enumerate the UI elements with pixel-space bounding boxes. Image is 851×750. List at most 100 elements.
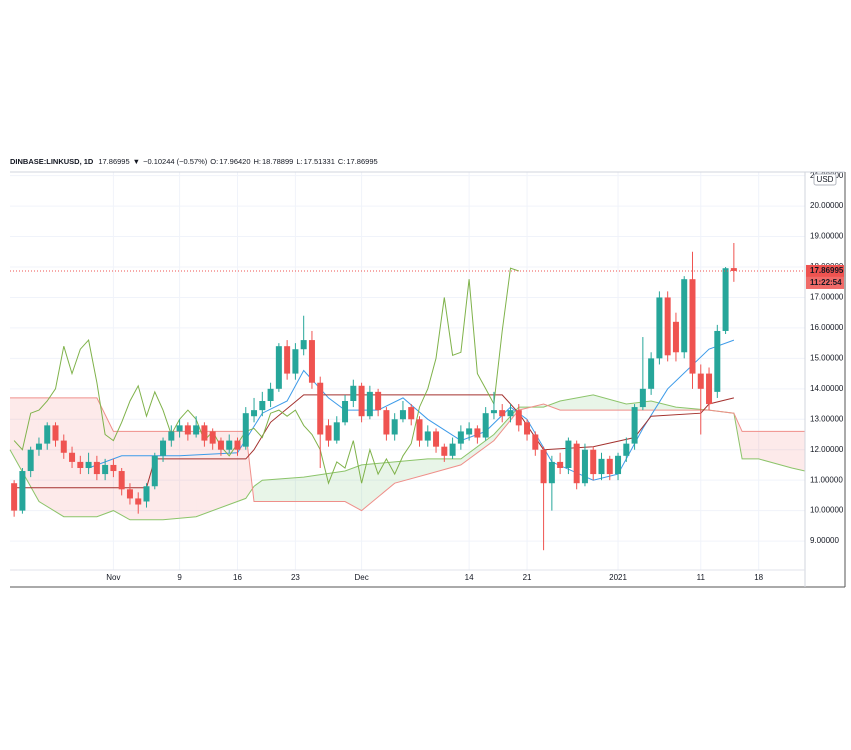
candle-body — [160, 440, 167, 456]
candle-body — [226, 440, 233, 450]
candle-body — [11, 483, 18, 511]
ohlc-label: O: — [210, 157, 218, 166]
symbol: DINBASE:LINKUSD, 1D — [10, 157, 94, 166]
cloud-fill — [651, 400, 676, 411]
candle-body — [284, 346, 291, 374]
candle-body — [515, 410, 522, 426]
cloud-fill — [791, 431, 805, 472]
cloud-fill — [460, 434, 494, 465]
axes: 9.00000 10.00000 11.00000 12.00000 13.00000 1… — [10, 171, 844, 582]
x-tick-label: 18 — [754, 573, 763, 582]
change: −0.10244 (−0.57%) — [143, 157, 208, 166]
candle-body — [524, 422, 531, 435]
candle-body — [184, 425, 191, 435]
candle-body — [135, 498, 142, 505]
candle-body — [441, 446, 448, 456]
candle-body — [490, 410, 497, 414]
candle-body — [52, 425, 59, 441]
last-price: 17.86995 — [98, 157, 129, 166]
candle-body — [565, 440, 572, 468]
candle-body — [325, 425, 332, 441]
cloud-fill — [345, 464, 362, 511]
candle-body — [399, 410, 406, 420]
candle-body — [449, 443, 456, 456]
candle-body — [656, 297, 663, 359]
cloud-fill — [38, 397, 64, 517]
x-tick-label: 9 — [177, 573, 182, 582]
candle-body — [623, 443, 630, 456]
candle-body — [689, 279, 696, 374]
cloud-fill — [758, 431, 792, 468]
candle-body — [706, 373, 713, 405]
candle-body — [366, 391, 373, 417]
y-tick-label: 19.00000 — [810, 232, 844, 241]
candle-body — [590, 449, 597, 475]
last-price-badge — [806, 264, 844, 277]
cloud-fill — [10, 397, 39, 502]
cloud-fill — [163, 431, 197, 520]
y-tick-label: 9.00000 — [810, 536, 839, 545]
ohlc-value: 18.78899 — [262, 157, 293, 166]
candle-body — [697, 373, 704, 389]
candle-body — [176, 425, 183, 432]
candle-body — [557, 461, 564, 468]
x-tick-label: Dec — [354, 573, 368, 582]
candle-body — [482, 413, 489, 438]
candle-body — [581, 449, 588, 484]
candle-body — [532, 434, 539, 450]
candle-body — [77, 461, 84, 468]
candle-body — [639, 388, 646, 408]
x-tick-label: 14 — [465, 573, 474, 582]
candle-body — [126, 489, 133, 499]
y-tick-label: 16.00000 — [810, 323, 844, 332]
y-tick-label: 10.00000 — [810, 506, 844, 515]
grid — [10, 172, 805, 570]
candle-body — [267, 388, 274, 401]
candle-body — [507, 410, 514, 417]
chikou-line — [13, 267, 519, 485]
y-tick-label: 20.00000 — [810, 201, 844, 210]
cloud-fill — [543, 400, 561, 411]
cloud-fill — [560, 394, 594, 411]
ohlc-value: 17.86995 — [346, 157, 377, 166]
candles — [11, 242, 737, 551]
candle-body — [118, 471, 125, 490]
y-tick-label: 13.00000 — [810, 414, 844, 423]
x-tick-label: 11 — [697, 573, 706, 582]
candle-body — [259, 400, 266, 411]
ohlc-label: H: — [254, 157, 262, 166]
y-tick-label: 11.00000 — [810, 475, 843, 484]
candle-body — [681, 279, 688, 353]
ohlc-label: C: — [338, 157, 346, 166]
candle-body — [85, 461, 92, 468]
candle-body — [27, 449, 34, 472]
candle-body — [242, 413, 249, 447]
candle-body — [466, 428, 473, 435]
y-tick-label: 12.00000 — [810, 445, 844, 454]
countdown-label: 11:22:54 — [810, 278, 842, 287]
candle-body — [714, 330, 721, 392]
candle-body — [151, 455, 158, 487]
candle-body — [358, 385, 365, 417]
candle-body — [193, 425, 200, 435]
ohlc-label: L: — [296, 157, 302, 166]
candle-body — [350, 385, 357, 401]
candle-body — [499, 410, 506, 417]
candle-body — [300, 340, 307, 350]
candle-body — [110, 464, 117, 472]
candle-body — [664, 297, 671, 356]
y-tick-label: 15.00000 — [810, 353, 844, 362]
candle-body — [69, 452, 76, 462]
candle-body — [474, 428, 481, 438]
y-tick-label: 14.00000 — [810, 384, 844, 393]
cloud-fill — [394, 458, 428, 484]
candle-body — [35, 443, 42, 450]
candle-body — [648, 358, 655, 389]
candle-body — [548, 461, 555, 484]
ohlc-value: 17.96420 — [219, 157, 250, 166]
candle-body — [234, 440, 241, 450]
x-tick-label: 16 — [233, 573, 242, 582]
candle-body — [102, 464, 109, 475]
